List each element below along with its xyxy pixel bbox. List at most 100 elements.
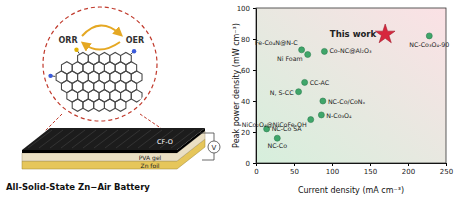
point [274, 135, 280, 141]
plot-background [256, 8, 446, 163]
y-tick-label: 100 [237, 5, 250, 13]
fiber [61, 130, 85, 148]
x-tick-mark [446, 163, 447, 166]
group-atom [132, 49, 136, 53]
hexagon [104, 99, 115, 111]
x-tick: 150 [364, 163, 377, 176]
point-label: N, S-CC [270, 89, 294, 96]
point [321, 48, 327, 54]
x-tick-label: 100 [326, 168, 339, 176]
y-tick-label: 80 [241, 36, 250, 44]
x-tick-mark [408, 163, 409, 166]
y-tick-label: 0 [246, 160, 250, 168]
group-atom [48, 74, 52, 78]
point [305, 52, 311, 58]
x-tick: 100 [326, 163, 339, 176]
fiber [94, 130, 118, 148]
hexagon [83, 99, 94, 111]
x-tick: 250 [440, 163, 453, 176]
magnifier [43, 7, 157, 121]
fiber [72, 130, 96, 148]
point [426, 33, 432, 39]
y-tick-label: 20 [241, 129, 250, 137]
y-tick-mark [253, 8, 256, 9]
x-tick: 200 [402, 163, 415, 176]
point-label: Fe-Co₄N@N-C [255, 39, 298, 47]
y-tick: 100 [237, 5, 256, 13]
battery-diagram: ORR OER CF-O PVA gelZn foil V All-Solid-State… [6, 7, 220, 192]
y-tick: 40 [241, 98, 256, 106]
x-axis-title: Current density (mA cm⁻³) [298, 186, 404, 195]
x-tick-label: 0 [254, 168, 258, 176]
layer-label: Zn foil [141, 162, 160, 169]
voltmeter-label: V [212, 144, 217, 152]
x-tick-mark [332, 163, 333, 166]
y-tick: 0 [246, 160, 256, 168]
hexagon [72, 99, 83, 111]
x-tick-label: 150 [364, 168, 377, 176]
y-tick: 60 [241, 67, 256, 75]
hexagon [94, 99, 105, 111]
point [320, 98, 326, 104]
fiber [83, 130, 107, 148]
y-tick-label: 40 [241, 98, 250, 106]
y-tick-mark [253, 163, 256, 164]
y-tick-mark [253, 101, 256, 102]
y-tick-label: 60 [241, 67, 250, 75]
fiber [39, 130, 63, 148]
cf-o-side [22, 128, 205, 153]
chart: 0 50 100 150 200 250 0 20 40 60 80 100 Current densi… [232, 5, 453, 195]
point-label: NC-Co/CoNₓ [328, 98, 366, 105]
point [302, 79, 308, 85]
point-label: NC-Co SA [272, 125, 303, 132]
fiber [28, 130, 52, 148]
point-label: NC-Co₃O₄-90 [409, 41, 449, 48]
x-tick-mark [370, 163, 371, 166]
x-tick-label: 50 [290, 168, 299, 176]
y-tick-mark [253, 70, 256, 71]
diagram-title: All-Solid-State Zn−Air Battery [6, 182, 150, 192]
point-label: N-Co₃O₄ [326, 112, 352, 119]
y-axis-title: Peak power density (mW cm⁻³) [232, 23, 241, 148]
point-label: This work [330, 29, 377, 39]
cf-o-face [22, 128, 205, 150]
point-labels: Fe-Co₄N@N-C Ni Foam Co-NC@Al₂O₃ CC-AC N, S-C… [242, 29, 450, 149]
layer-label: PVA gel [139, 154, 162, 162]
x-tick-mark [294, 163, 295, 166]
point-label: NC-Co [267, 142, 287, 149]
arrow-oer [84, 42, 120, 50]
x-tick: 50 [290, 163, 299, 176]
graphene [48, 48, 142, 112]
reaction-label: ORR [58, 36, 77, 45]
hexagon [131, 90, 142, 102]
group-atom [74, 48, 78, 52]
point [318, 112, 324, 118]
x-tick-label: 250 [440, 168, 453, 176]
x-axis-line [257, 164, 447, 167]
x-tick-label: 200 [402, 168, 415, 176]
x-axis: 0 50 100 150 200 250 [254, 163, 453, 176]
fiber [127, 130, 151, 148]
point [308, 117, 314, 123]
y-tick: 20 [241, 129, 256, 137]
hexagon [115, 99, 126, 111]
voltmeter [208, 141, 220, 153]
figure: ORR OER CF-O PVA gelZn foil V All-Solid-State… [0, 0, 460, 200]
fiber [105, 130, 129, 148]
fiber [171, 130, 195, 148]
plot-frame [256, 8, 446, 163]
point [299, 47, 305, 53]
fiber [149, 130, 173, 148]
point-label: Ni Foam [277, 55, 303, 62]
point-label: CC-AC [310, 79, 330, 86]
point [296, 89, 302, 95]
x-tick: 0 [254, 163, 258, 176]
fiber [116, 130, 140, 148]
point [375, 24, 395, 43]
fiber [50, 130, 74, 148]
arrow-orr [82, 25, 120, 36]
y-tick-mark [253, 132, 256, 133]
layer-label: CF-O [157, 138, 173, 146]
reaction-label: OER [126, 36, 144, 45]
point-label: Co-NC@Al₂O₃ [329, 47, 372, 55]
